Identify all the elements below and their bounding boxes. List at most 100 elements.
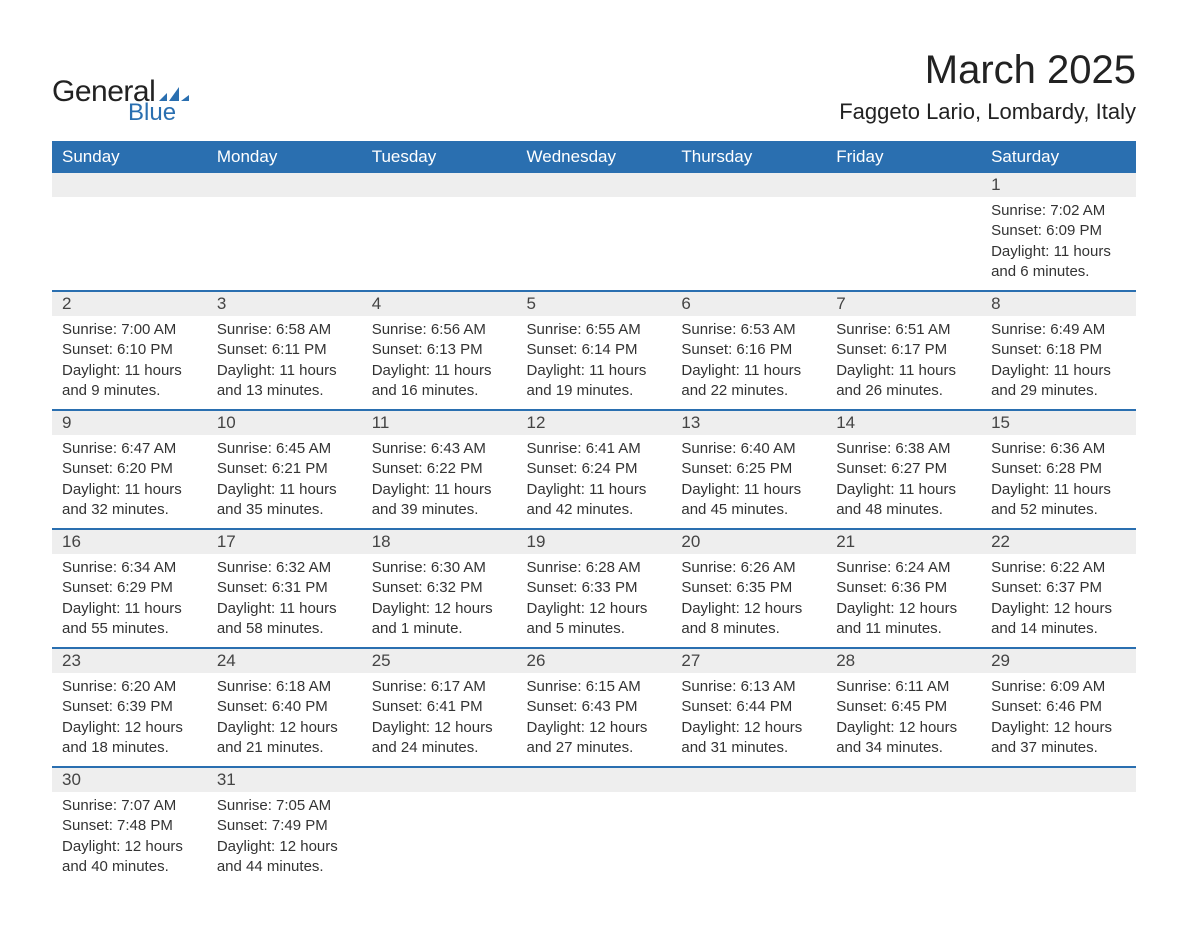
sunset-label: Sunset:	[681, 341, 732, 358]
sunrise-label: Sunrise:	[681, 440, 736, 457]
daylight-label: Daylight:	[527, 719, 585, 736]
day-number: 21	[826, 528, 981, 554]
sunset-value: 6:20 PM	[117, 460, 173, 477]
sunrise-line: Sunrise: 6:20 AM	[62, 677, 197, 697]
day-number: 12	[517, 409, 672, 435]
sunset-label: Sunset:	[527, 698, 578, 715]
daylight-line: Daylight: 12 hours and 8 minutes.	[681, 599, 816, 640]
day-cell: Sunrise: 6:34 AMSunset: 6:29 PMDaylight:…	[52, 554, 207, 647]
sunset-line: Sunset: 6:11 PM	[217, 340, 352, 360]
sunset-value: 6:35 PM	[736, 579, 792, 596]
day-cell	[826, 197, 981, 290]
daylight-label: Daylight:	[62, 719, 120, 736]
sunrise-value: 7:00 AM	[121, 321, 176, 338]
sunrise-line: Sunrise: 6:45 AM	[217, 439, 352, 459]
sunrise-label: Sunrise:	[217, 321, 272, 338]
sunrise-value: 6:58 AM	[276, 321, 331, 338]
sunset-value: 6:37 PM	[1046, 579, 1102, 596]
day-body: Sunrise: 6:51 AMSunset: 6:17 PMDaylight:…	[826, 316, 981, 409]
day-cell	[981, 792, 1136, 885]
sunrise-line: Sunrise: 6:56 AM	[372, 320, 507, 340]
sunrise-label: Sunrise:	[836, 559, 891, 576]
sunrise-value: 6:34 AM	[121, 559, 176, 576]
sunrise-line: Sunrise: 6:38 AM	[836, 439, 971, 459]
sunrise-line: Sunrise: 6:34 AM	[62, 558, 197, 578]
sunrise-label: Sunrise:	[527, 559, 582, 576]
sunrise-value: 6:22 AM	[1050, 559, 1105, 576]
sunset-label: Sunset:	[62, 698, 113, 715]
sunrise-label: Sunrise:	[836, 440, 891, 457]
sunrise-label: Sunrise:	[62, 678, 117, 695]
sunset-line: Sunset: 6:22 PM	[372, 459, 507, 479]
sunrise-value: 6:11 AM	[895, 678, 949, 695]
day-cell	[826, 792, 981, 885]
day-body: Sunrise: 6:18 AMSunset: 6:40 PMDaylight:…	[207, 673, 362, 766]
sunrise-line: Sunrise: 6:58 AM	[217, 320, 352, 340]
sunrise-value: 6:09 AM	[1050, 678, 1105, 695]
day-body: Sunrise: 6:40 AMSunset: 6:25 PMDaylight:…	[671, 435, 826, 528]
week-band-row: 3031	[52, 766, 1136, 792]
day-cell: Sunrise: 6:49 AMSunset: 6:18 PMDaylight:…	[981, 316, 1136, 409]
sunset-value: 6:09 PM	[1046, 222, 1102, 239]
sunset-value: 6:41 PM	[427, 698, 483, 715]
day-cell: Sunrise: 6:36 AMSunset: 6:28 PMDaylight:…	[981, 435, 1136, 528]
sunset-value: 6:39 PM	[117, 698, 173, 715]
week-band-row: 23242526272829	[52, 647, 1136, 673]
day-body: Sunrise: 6:13 AMSunset: 6:44 PMDaylight:…	[671, 673, 826, 766]
day-number: 7	[826, 290, 981, 316]
sunrise-label: Sunrise:	[217, 678, 272, 695]
daylight-label: Daylight:	[372, 481, 430, 498]
sunset-line: Sunset: 6:43 PM	[527, 697, 662, 717]
daylight-label: Daylight:	[836, 362, 894, 379]
sunset-value: 6:25 PM	[736, 460, 792, 477]
day-number-cell: 17	[207, 528, 362, 554]
day-number: 13	[671, 409, 826, 435]
sunrise-line: Sunrise: 6:26 AM	[681, 558, 816, 578]
daylight-label: Daylight:	[836, 481, 894, 498]
sunset-label: Sunset:	[372, 341, 423, 358]
sunset-value: 6:11 PM	[272, 341, 327, 358]
sunrise-label: Sunrise:	[527, 678, 582, 695]
day-number-cell: 10	[207, 409, 362, 435]
day-cell	[517, 197, 672, 290]
daylight-line: Daylight: 11 hours and 22 minutes.	[681, 361, 816, 402]
sunset-line: Sunset: 6:40 PM	[217, 697, 352, 717]
sunrise-label: Sunrise:	[836, 321, 891, 338]
daylight-label: Daylight:	[836, 600, 894, 617]
day-number-cell: 14	[826, 409, 981, 435]
sunset-line: Sunset: 6:36 PM	[836, 578, 971, 598]
daylight-line: Daylight: 11 hours and 9 minutes.	[62, 361, 197, 402]
day-number-cell: 6	[671, 290, 826, 316]
calendar-table: SundayMondayTuesdayWednesdayThursdayFrid…	[52, 141, 1136, 885]
sunset-line: Sunset: 6:09 PM	[991, 221, 1126, 241]
title-block: March 2025 Faggeto Lario, Lombardy, Ital…	[839, 48, 1136, 125]
sunset-value: 7:49 PM	[272, 817, 328, 834]
sunset-value: 6:45 PM	[891, 698, 947, 715]
day-body: Sunrise: 7:02 AMSunset: 6:09 PMDaylight:…	[981, 197, 1136, 290]
day-cell: Sunrise: 7:07 AMSunset: 7:48 PMDaylight:…	[52, 792, 207, 885]
day-body: Sunrise: 6:55 AMSunset: 6:14 PMDaylight:…	[517, 316, 672, 409]
sunset-value: 6:46 PM	[1046, 698, 1102, 715]
daylight-line: Daylight: 11 hours and 29 minutes.	[991, 361, 1126, 402]
sunrise-line: Sunrise: 6:28 AM	[527, 558, 662, 578]
daylight-label: Daylight:	[217, 838, 275, 855]
day-number: 16	[52, 528, 207, 554]
day-body: Sunrise: 6:24 AMSunset: 6:36 PMDaylight:…	[826, 554, 981, 647]
sunset-label: Sunset:	[372, 698, 423, 715]
daylight-line: Daylight: 11 hours and 52 minutes.	[991, 480, 1126, 521]
daylight-line: Daylight: 12 hours and 14 minutes.	[991, 599, 1126, 640]
sunset-label: Sunset:	[217, 817, 268, 834]
sunset-label: Sunset:	[836, 698, 887, 715]
sunset-value: 6:36 PM	[891, 579, 947, 596]
sunset-label: Sunset:	[62, 579, 113, 596]
sunset-line: Sunset: 6:44 PM	[681, 697, 816, 717]
day-number-cell: 7	[826, 290, 981, 316]
day-body: Sunrise: 6:17 AMSunset: 6:41 PMDaylight:…	[362, 673, 517, 766]
sunset-value: 6:18 PM	[1046, 341, 1102, 358]
sunrise-value: 6:41 AM	[586, 440, 641, 457]
sunrise-line: Sunrise: 7:02 AM	[991, 201, 1126, 221]
day-body: Sunrise: 6:32 AMSunset: 6:31 PMDaylight:…	[207, 554, 362, 647]
sunrise-line: Sunrise: 6:41 AM	[527, 439, 662, 459]
sunset-value: 6:17 PM	[891, 341, 947, 358]
sunset-line: Sunset: 6:32 PM	[372, 578, 507, 598]
